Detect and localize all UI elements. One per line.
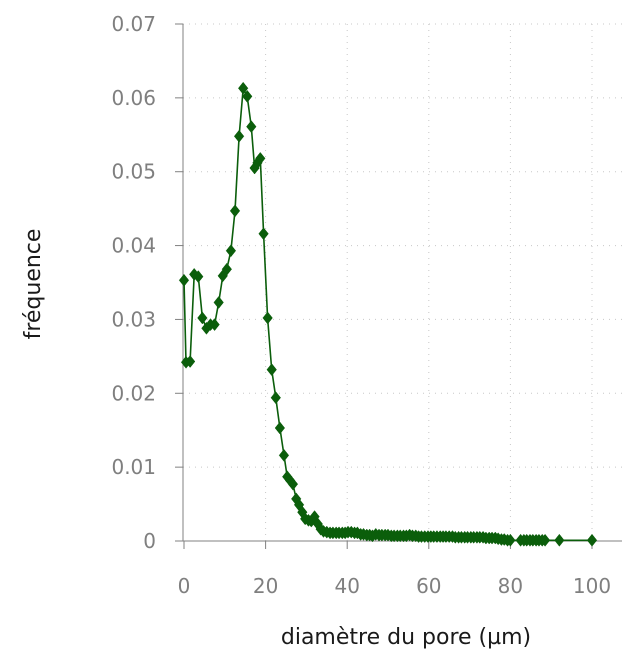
data-point (287, 477, 299, 491)
data-point (184, 355, 196, 368)
data-point (225, 244, 237, 258)
y-tick-label: 0.04 (111, 234, 156, 258)
x-tick-label: 40 (334, 574, 359, 598)
y-tick-label: 0.07 (111, 12, 156, 36)
data-point (233, 129, 245, 143)
data-point (554, 533, 565, 547)
y-tick-label: 0.01 (111, 455, 156, 479)
data-point (262, 311, 273, 325)
y-tick-label: 0.05 (111, 160, 156, 184)
x-tick-label: 20 (253, 574, 278, 598)
x-tick-label: 80 (498, 574, 523, 598)
data-point (266, 363, 277, 377)
data-point (242, 89, 253, 103)
y-tick-label: 0 (143, 529, 156, 553)
data-point (274, 421, 286, 435)
data-point (193, 270, 204, 283)
y-tick-label: 0.06 (111, 86, 156, 110)
data-point (197, 311, 208, 325)
data-point (238, 81, 249, 95)
y-tick-label: 0.02 (111, 381, 156, 405)
data-point (258, 227, 269, 241)
data-point (278, 448, 290, 462)
data-point (586, 533, 598, 547)
data-point (539, 533, 551, 547)
x-axis-title: diamètre du pore (µm) (281, 625, 531, 650)
y-axis-title: fréquence (21, 229, 46, 340)
series-line (183, 85, 592, 542)
y-ticks: 0 0.01 0.02 0.03 0.04 0.05 0.06 0.07 (111, 12, 183, 553)
x-tick-label: 0 (178, 574, 191, 598)
data-point (255, 152, 266, 165)
data-point (178, 273, 190, 287)
data-point (221, 262, 232, 276)
data-point (229, 204, 241, 218)
series (178, 81, 598, 547)
grid (183, 23, 622, 541)
data-point (213, 296, 224, 309)
y-tick-label: 0.03 (111, 307, 156, 331)
data-point (246, 120, 257, 134)
x-tick-label: 60 (416, 574, 441, 598)
data-point (505, 533, 516, 547)
data-point (270, 391, 281, 405)
data-point (209, 318, 220, 331)
x-ticks: 0 20 40 60 80 100 (178, 541, 611, 598)
x-tick-label: 100 (573, 574, 611, 598)
